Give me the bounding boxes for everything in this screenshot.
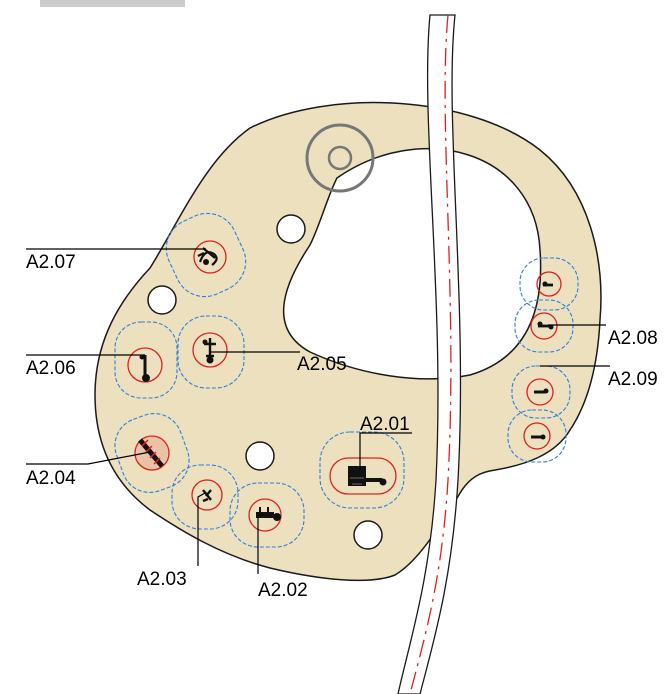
keepout-zones [114, 212, 579, 548]
pad-r2 [523, 422, 551, 450]
label-a201: A2.01 [360, 414, 410, 435]
hole [245, 441, 275, 471]
leader-a201 [359, 432, 412, 470]
pad-a201 [329, 457, 397, 495]
cropped-header-fragment [40, 0, 185, 7]
crossing-band [397, 14, 462, 694]
pad-a206 [127, 347, 163, 383]
label-a204: A2.04 [26, 468, 76, 489]
label-a205: A2.05 [297, 354, 347, 375]
keepout-a207 [165, 212, 247, 298]
keepout-r2 [507, 409, 567, 463]
pad-a203 [191, 479, 223, 511]
pad-a205 [192, 332, 228, 368]
mounting-plate [94, 101, 602, 582]
label-a206: A2.06 [26, 358, 76, 379]
keepout-a201 [319, 431, 405, 509]
keepout-a202 [229, 482, 305, 548]
label-a202: A2.02 [258, 580, 308, 601]
pad-a202 [248, 498, 282, 532]
leader-lines [26, 248, 610, 574]
label-a203: A2.03 [137, 569, 187, 590]
keepout-a203 [171, 464, 239, 530]
labels: A2.07 A2.05 A2.06 A2.04 A2.03 A2.02 A2.0… [26, 252, 658, 601]
pad-a208 [530, 312, 558, 340]
label-a207: A2.07 [26, 252, 76, 273]
keepout-a208 [514, 299, 574, 353]
pads [127, 240, 562, 532]
hole [147, 285, 177, 315]
leader-a204 [26, 451, 151, 465]
centerline [409, 14, 452, 694]
keepout-r1 [519, 257, 579, 311]
pad-a204 [134, 435, 170, 471]
leader-a203 [197, 492, 206, 566]
alignment-ring [305, 123, 375, 193]
label-a208: A2.08 [608, 328, 658, 349]
label-a209: A2.09 [608, 369, 658, 390]
keepout-a204 [114, 413, 190, 493]
keepout-a206 [114, 321, 178, 399]
pad-r1 [536, 271, 562, 297]
pad-a209 [526, 378, 554, 406]
keepout-a209 [511, 365, 571, 419]
hole [276, 214, 306, 244]
pad-a207 [193, 240, 227, 274]
hole [353, 520, 383, 550]
through-holes [147, 214, 383, 550]
leader-a202 [257, 514, 264, 574]
